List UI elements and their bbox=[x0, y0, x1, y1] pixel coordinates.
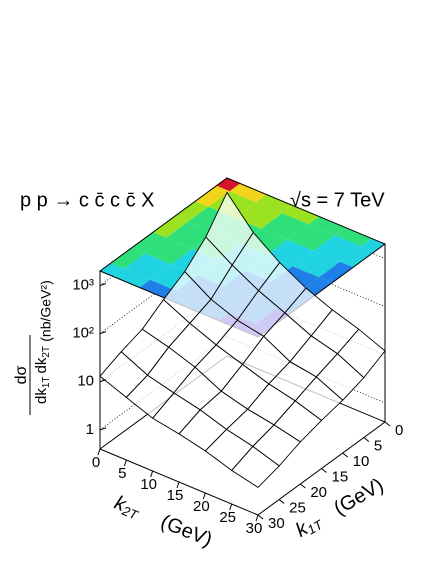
color-map-cell bbox=[144, 237, 193, 265]
z-tick bbox=[99, 283, 107, 286]
x-tick-label: 0 bbox=[92, 454, 100, 471]
color-map-cell bbox=[308, 216, 346, 236]
color-map-cell bbox=[166, 222, 214, 249]
color-map-cell bbox=[261, 213, 309, 240]
z-axis-label: dσ dk1Tdk2T (nb/GeV²) bbox=[13, 280, 54, 415]
y-tick bbox=[363, 437, 370, 442]
color-map-cell bbox=[195, 185, 230, 207]
x-label-symbol: k2T bbox=[111, 492, 144, 523]
color-map-cell bbox=[131, 232, 167, 254]
color-map-cell bbox=[174, 201, 209, 223]
x-tick bbox=[150, 470, 154, 478]
chart-subtitle: √s = 7 TeV bbox=[290, 189, 385, 211]
y-tick-label: 5 bbox=[374, 437, 382, 454]
y-tick bbox=[300, 483, 306, 489]
z-label-part: 2T bbox=[41, 346, 52, 358]
color-map-cell bbox=[292, 250, 341, 278]
z-tick bbox=[99, 331, 107, 335]
z-label-denominator: dk1Tdk2T bbox=[33, 346, 52, 404]
x-tick bbox=[123, 459, 127, 467]
color-map-cell bbox=[334, 227, 372, 247]
x-tick-label: 15 bbox=[167, 487, 184, 504]
y-tick-label: 10 bbox=[353, 453, 370, 470]
color-map-cell bbox=[229, 183, 267, 203]
z-label-part: dk bbox=[33, 388, 50, 404]
y-tick-label: 25 bbox=[289, 499, 306, 516]
y-tick bbox=[321, 468, 327, 473]
z-tick-label: 10² bbox=[72, 325, 94, 342]
color-map-cell bbox=[313, 235, 362, 262]
x-tick bbox=[229, 503, 233, 511]
x-tick-label: 5 bbox=[118, 465, 126, 482]
x-tick-label: 20 bbox=[193, 498, 210, 515]
x-tick bbox=[176, 481, 180, 489]
x-label-unit: (GeV) bbox=[158, 511, 216, 551]
y-tick-label: 30 bbox=[268, 515, 285, 532]
y-tick-label: 0 bbox=[395, 422, 403, 439]
color-map-cell bbox=[110, 247, 145, 269]
z-tick bbox=[99, 379, 107, 383]
z-tick-label: 10³ bbox=[72, 276, 94, 293]
color-map-cell bbox=[287, 224, 335, 251]
color-map-cell bbox=[318, 261, 354, 283]
color-map-cell bbox=[255, 194, 293, 214]
x-tick bbox=[202, 492, 206, 500]
color-map-cell bbox=[266, 239, 314, 267]
color-map-cell bbox=[139, 279, 177, 299]
y-tick bbox=[278, 499, 285, 504]
z-tick-label: 10 bbox=[77, 373, 94, 390]
color-map-cell bbox=[282, 205, 320, 225]
z-label-unit: (nb/GeV²) bbox=[38, 280, 54, 341]
x-tick bbox=[97, 448, 101, 456]
x-tick-label: 25 bbox=[219, 509, 236, 526]
chart-title: p p → c c̄ c c̄ X bbox=[20, 189, 154, 211]
z-label-part: 1T bbox=[41, 377, 52, 389]
x-label-part: 2T bbox=[119, 503, 141, 523]
color-map-cell bbox=[113, 268, 151, 288]
z-label-numerator: dσ bbox=[13, 365, 30, 384]
z-label-part: dk bbox=[33, 357, 50, 373]
color-map-cell bbox=[340, 246, 375, 268]
color-map-cell bbox=[152, 216, 188, 238]
color-map-cell bbox=[123, 253, 172, 280]
x-tick-label: 30 bbox=[246, 520, 263, 537]
x-tick bbox=[255, 514, 259, 522]
y-tick-label: 15 bbox=[332, 468, 349, 485]
z-tick bbox=[99, 427, 107, 431]
x-tick-label: 10 bbox=[140, 476, 157, 493]
y-tick-label: 20 bbox=[310, 484, 327, 501]
y-tick bbox=[257, 514, 264, 520]
surface-cell bbox=[231, 445, 280, 488]
y-tick bbox=[342, 452, 348, 458]
y-tick bbox=[384, 421, 391, 427]
z-tick-label: 1 bbox=[86, 421, 94, 438]
